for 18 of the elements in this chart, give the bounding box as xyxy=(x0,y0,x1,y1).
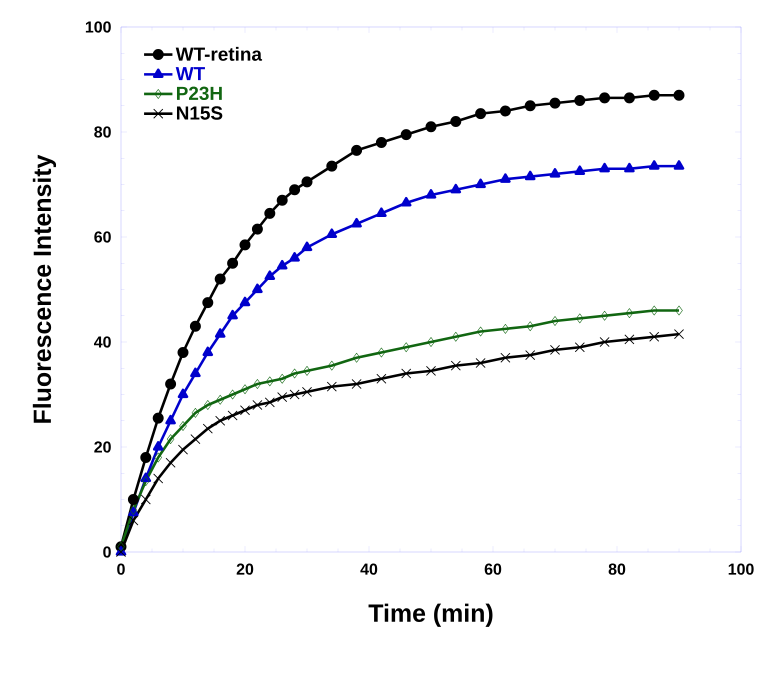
y-axis-title: Fluorescence Intensity xyxy=(32,154,56,423)
y-tick-label: 40 xyxy=(94,336,111,348)
legend-label: WT-retina xyxy=(176,46,262,61)
y-tick-label: 80 xyxy=(94,126,111,138)
x-tick-label: 20 xyxy=(236,564,254,575)
x-tick-label: 60 xyxy=(484,564,502,575)
y-tick-label: 100 xyxy=(86,21,111,33)
x-tick-label: 40 xyxy=(360,564,378,575)
y-tick-label: 20 xyxy=(94,441,111,453)
x-axis-title: Time (min) xyxy=(368,604,492,627)
x-tick-label: 100 xyxy=(728,564,754,575)
legend-label: WT xyxy=(176,67,205,80)
x-tick-label: 80 xyxy=(608,564,626,575)
x-tick-label: 0 xyxy=(117,564,125,575)
legend-label: P23H xyxy=(176,86,222,100)
y-tick-label: 60 xyxy=(94,231,111,243)
y-tick-label: 0 xyxy=(103,546,111,558)
legend-label: N15S xyxy=(176,106,222,120)
